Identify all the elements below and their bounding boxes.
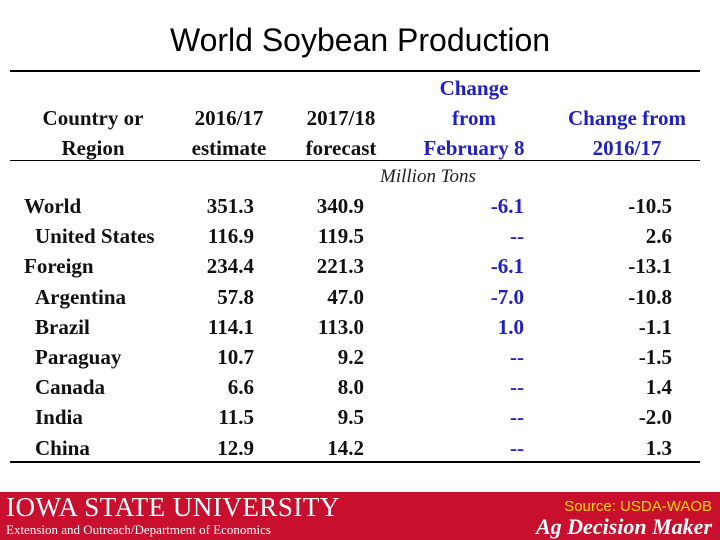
cell-chg-prev: 1.4 — [645, 375, 672, 400]
row-name: Canada — [35, 375, 106, 400]
cell-est: 234.4 — [206, 254, 254, 279]
row-name: Argentina — [35, 284, 126, 309]
cell-chg-feb: -- — [510, 435, 524, 460]
row-name: Foreign — [24, 254, 94, 279]
source-text: Source: USDA-WAOB — [564, 498, 712, 515]
university-logo-text: IOWA STATE UNIVERSITY — [6, 492, 340, 522]
cell-chg-prev: -10.5 — [628, 194, 672, 218]
cell-chg-feb: -7.0 — [490, 284, 524, 309]
cell-est: 6.6 — [227, 375, 254, 400]
cell-chg-feb: -6.1 — [490, 194, 524, 218]
cell-fc: 221.3 — [316, 254, 364, 279]
cell-est: 116.9 — [207, 224, 254, 249]
cell-chg-feb: -- — [510, 405, 524, 430]
cell-fc: 340.9 — [316, 194, 364, 218]
column-header-line: February 8 — [423, 136, 525, 160]
cell-fc: 14.2 — [327, 435, 364, 460]
cell-chg-feb: -- — [510, 345, 524, 369]
column-header-line: 2016/17 — [194, 106, 264, 130]
column-header-line: estimate — [191, 136, 267, 160]
cell-est: 10.7 — [217, 345, 254, 369]
column-header-line: forecast — [305, 136, 377, 160]
cell-chg-prev: -13.1 — [628, 254, 672, 279]
column-header-line: Change — [439, 76, 509, 100]
column-header-line: Region — [61, 136, 125, 160]
brand-text: Ag Decision Maker — [536, 514, 712, 539]
cell-fc: 47.0 — [327, 284, 364, 309]
cell-fc: 8.0 — [337, 375, 364, 400]
row-name: China — [35, 435, 90, 460]
column-header-line: Country or — [42, 106, 144, 130]
table-bottom-rule — [10, 461, 700, 463]
table-top-rule — [10, 70, 700, 72]
cell-chg-prev: -1.5 — [638, 345, 672, 369]
cell-fc: 119.5 — [317, 224, 364, 249]
row-name: World — [24, 194, 82, 218]
slide-title: World Soybean Production — [169, 22, 551, 58]
cell-chg-prev: 1.3 — [645, 435, 672, 460]
column-header-line: 2016/17 — [592, 136, 662, 160]
header-divider — [10, 160, 700, 161]
cell-est: 114.1 — [207, 314, 254, 339]
column-header-line: 2017/18 — [306, 106, 376, 130]
cell-chg-prev: -1.1 — [638, 314, 672, 339]
cell-chg-feb: -- — [510, 224, 524, 249]
cell-chg-feb: 1.0 — [497, 314, 524, 339]
cell-est: 351.3 — [206, 194, 254, 218]
column-header-line: Change from — [567, 106, 687, 130]
department-text: Extension and Outreach/Department of Eco… — [6, 522, 271, 537]
cell-chg-prev: 2.6 — [645, 224, 672, 249]
cell-fc: 9.5 — [337, 405, 364, 430]
footer-bar: IOWA STATE UNIVERSITY Extension and Outr… — [0, 492, 720, 540]
row-name: Brazil — [35, 314, 90, 339]
units-label: Million Tons — [380, 166, 476, 187]
cell-chg-feb: -6.1 — [490, 254, 524, 279]
column-header-line: from — [452, 106, 496, 130]
row-name: Paraguay — [35, 345, 122, 369]
row-name: India — [35, 405, 83, 430]
cell-chg-feb: -- — [510, 375, 524, 400]
cell-chg-prev: -10.8 — [628, 284, 672, 309]
row-name: United States — [35, 224, 155, 249]
cell-fc: 9.2 — [337, 345, 364, 369]
cell-est: 12.9 — [217, 435, 254, 460]
cell-est: 57.8 — [217, 284, 254, 309]
cell-chg-prev: -2.0 — [638, 405, 672, 430]
cell-fc: 113.0 — [317, 314, 364, 339]
cell-est: 11.5 — [218, 405, 254, 430]
